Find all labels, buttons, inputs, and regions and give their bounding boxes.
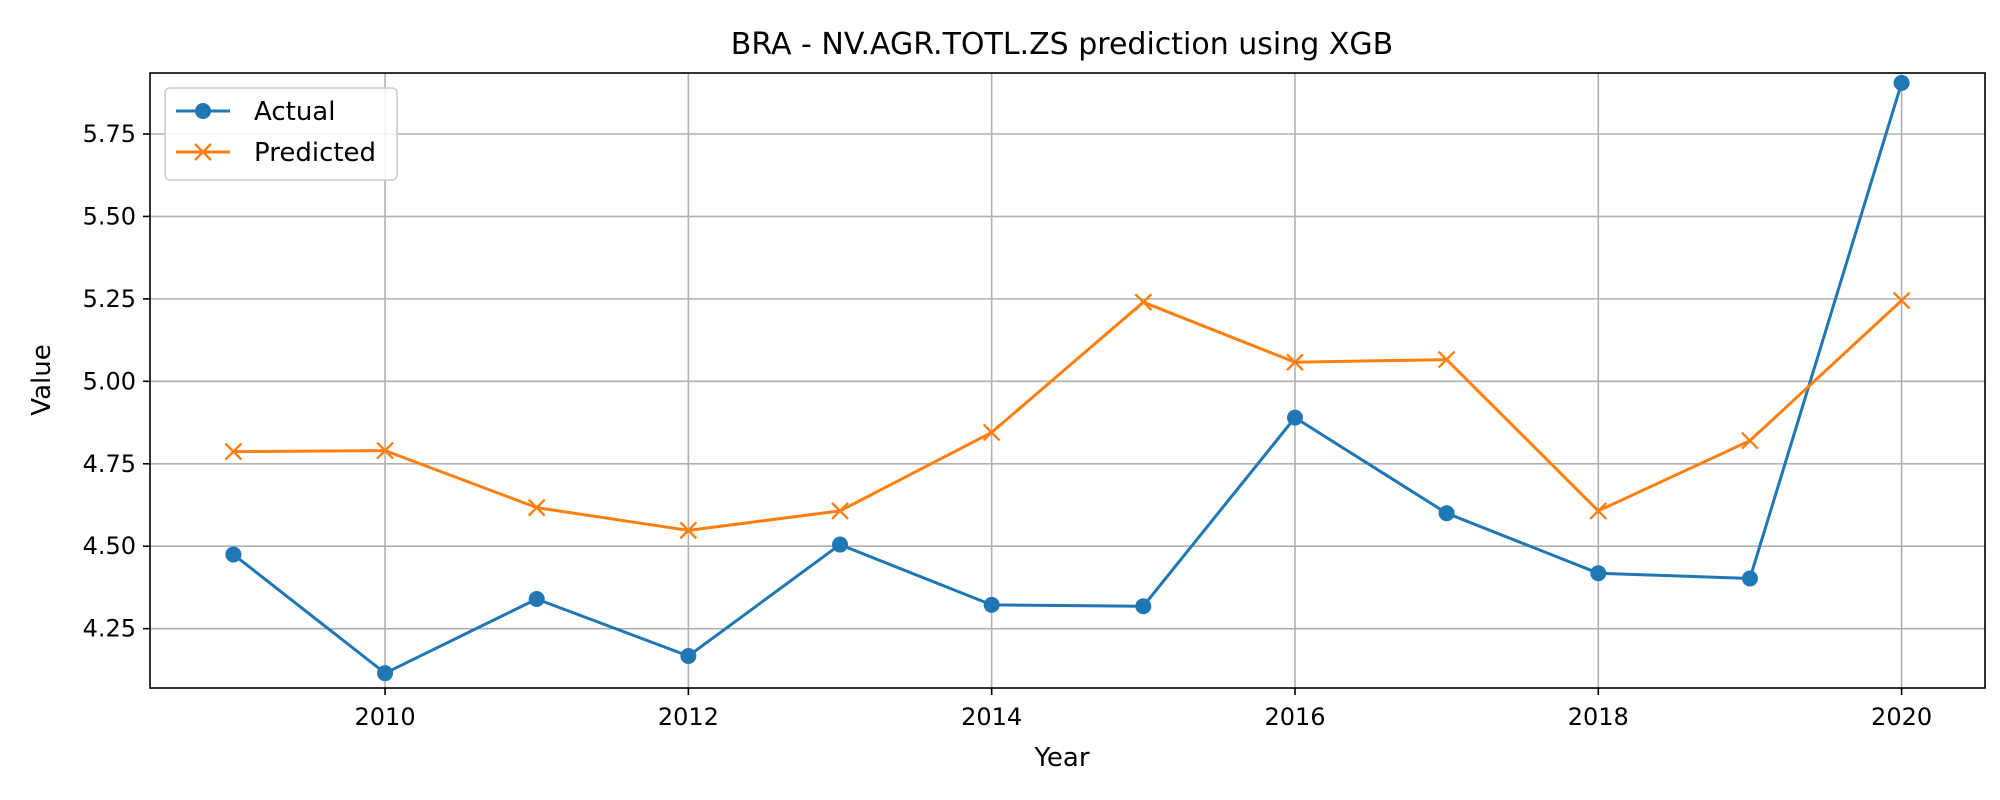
- data-point-actual: [1286, 409, 1303, 426]
- legend: Actual Predicted: [164, 87, 398, 181]
- data-point-actual: [377, 665, 394, 682]
- y-tick-label: 5.25: [83, 285, 136, 313]
- data-point-actual: [1135, 598, 1152, 615]
- data-point-actual: [1590, 565, 1607, 582]
- x-tick-label: 2012: [658, 703, 719, 731]
- data-point-predicted: [376, 441, 394, 460]
- series-predicted: [224, 291, 1911, 540]
- x-tick-label: 2016: [1264, 703, 1325, 731]
- data-point-actual: [1741, 570, 1758, 587]
- data-point-predicted: [1286, 353, 1304, 372]
- data-point-predicted: [1437, 350, 1456, 369]
- legend-actual-marker: [195, 103, 211, 119]
- data-point-actual: [225, 546, 242, 563]
- series-line-predicted: [233, 299, 1903, 532]
- x-tick-label: 2014: [961, 703, 1022, 731]
- chart-title: BRA - NV.AGR.TOTL.ZS prediction using XG…: [731, 27, 1393, 62]
- x-tick-label: 2010: [355, 703, 416, 731]
- data-point-actual: [983, 596, 1000, 613]
- data-point-predicted: [679, 521, 698, 540]
- x-tick-label: 2018: [1568, 703, 1629, 731]
- data-point-actual: [832, 536, 849, 553]
- data-point-predicted: [982, 423, 1001, 442]
- y-tick-label: 4.25: [83, 615, 136, 643]
- y-tick-label: 5.75: [83, 120, 136, 148]
- data-point-actual: [1438, 505, 1455, 522]
- data-point-actual: [528, 590, 545, 607]
- legend-actual-label: Actual: [254, 97, 335, 127]
- data-point-predicted: [1589, 502, 1608, 520]
- data-point-predicted: [1134, 293, 1153, 312]
- y-axis-label: Value: [27, 344, 57, 415]
- data-point-predicted: [1741, 431, 1759, 450]
- y-tick-label: 5.00: [83, 367, 136, 395]
- series-layer: [224, 74, 1911, 682]
- data-point-predicted: [831, 502, 849, 520]
- data-point-predicted: [527, 498, 546, 517]
- data-point-actual: [680, 648, 697, 665]
- data-point-actual: [1893, 74, 1910, 91]
- series-actual: [225, 74, 1910, 682]
- legend-x-glyph: [194, 143, 212, 161]
- y-tick-label: 4.50: [83, 532, 136, 560]
- grid-lines: [150, 73, 1985, 688]
- series-line-actual: [232, 82, 1904, 675]
- legend-predicted-marker: [194, 143, 212, 161]
- y-tick-label: 4.75: [83, 450, 136, 478]
- plot-frame: [149, 72, 1986, 689]
- x-axis-label: Year: [1033, 743, 1089, 773]
- data-point-predicted: [224, 442, 243, 461]
- data-point-predicted: [1892, 291, 1911, 310]
- axis-ticks: 2010 2012 2014 2016 2018 2020 4.25 4.50 4.75 5.00…: [83, 120, 1933, 731]
- y-tick-label: 5.50: [83, 202, 136, 230]
- legend-predicted-label: Predicted: [254, 138, 376, 168]
- x-tick-label: 2020: [1871, 703, 1932, 731]
